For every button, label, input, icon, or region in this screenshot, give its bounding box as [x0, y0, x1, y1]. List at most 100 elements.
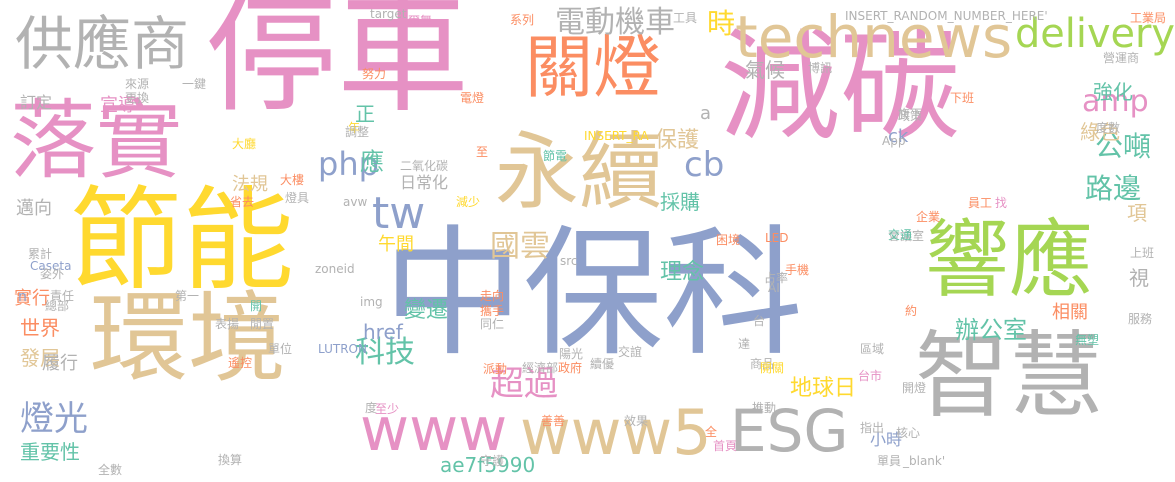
word: 姿外: [40, 267, 65, 281]
word: 企業: [916, 210, 941, 224]
word: 善善: [541, 414, 566, 428]
word: 陽光: [559, 347, 584, 361]
word: 綠色: [1080, 120, 1120, 144]
word: 努力: [362, 67, 387, 81]
word: technews: [735, 3, 1013, 71]
word: 大廳: [232, 137, 257, 151]
word: 發展: [20, 346, 60, 370]
word: 開: [250, 299, 263, 313]
word: 達: [738, 337, 751, 351]
word: 同仁: [480, 317, 505, 331]
word: INSERT_RA: [584, 129, 649, 143]
word: 服務: [1128, 312, 1153, 326]
word: 困境: [716, 233, 741, 247]
word: 正: [355, 102, 375, 126]
word: cb: [684, 145, 725, 185]
word: 交通: [888, 228, 913, 242]
word: 履行: [42, 353, 78, 374]
word: 國雲: [490, 229, 550, 264]
word: 更換: [125, 91, 150, 105]
word: 強化: [1093, 80, 1133, 104]
word: 工業局: [1130, 11, 1167, 25]
word: 無塑: [1075, 333, 1100, 347]
word: 占率: [764, 271, 789, 285]
word: amp: [1082, 84, 1149, 119]
word: 年: [348, 121, 361, 135]
word: 首頁: [713, 439, 738, 453]
word: 停車: [205, 0, 469, 131]
word: 旗下: [898, 107, 923, 121]
word: 保護: [655, 128, 700, 153]
word: ck: [888, 126, 909, 147]
word: LUTRON: [318, 342, 367, 356]
word: 度: [365, 401, 378, 415]
word: 手機: [785, 263, 810, 277]
word: src: [560, 254, 578, 268]
word: 表揚: [215, 317, 240, 331]
word: 區域: [860, 342, 885, 356]
word: 開燈: [902, 381, 927, 395]
word: 營運商: [1103, 51, 1140, 65]
word: href: [363, 320, 403, 344]
word: 閒置: [250, 317, 275, 331]
word: 一鍵: [182, 77, 207, 91]
word: 單員: [877, 454, 902, 468]
word: 世界: [20, 316, 60, 340]
word: 下班: [950, 91, 975, 105]
word: 關燈: [525, 29, 662, 108]
word: 交誼: [618, 345, 643, 359]
word: 響應: [925, 211, 1094, 309]
word: php: [318, 145, 379, 183]
word: 法規: [232, 174, 268, 195]
word: 總部: [45, 299, 70, 313]
word: 項: [1127, 201, 1147, 225]
word: 燈光: [20, 399, 88, 439]
word: 走向: [480, 289, 505, 303]
word: avw: [343, 195, 368, 209]
word: www: [360, 395, 508, 465]
word: 度數: [1096, 121, 1121, 135]
word: 工具: [673, 11, 698, 25]
word: 採購: [660, 190, 700, 214]
word: 省去: [230, 195, 255, 209]
word: 電動機車: [555, 5, 675, 40]
word: Caseta: [30, 259, 72, 273]
word: 時: [707, 7, 736, 40]
word: 爾舞: [408, 14, 433, 28]
word: 氣候: [745, 58, 785, 82]
word: 相關: [1052, 302, 1088, 323]
word: 理念: [660, 260, 705, 285]
word: 換算: [218, 453, 243, 467]
word: 永續: [495, 123, 664, 221]
word: _blank': [903, 454, 946, 468]
word: 政府: [558, 361, 583, 375]
word: target: [370, 7, 407, 21]
word: www5: [520, 396, 712, 469]
word: 大樓: [280, 173, 305, 187]
word: tw: [372, 188, 426, 239]
word: 找: [995, 196, 1008, 210]
word: 核心: [896, 426, 921, 440]
word: 視: [1129, 266, 1149, 290]
word: delivery: [1015, 11, 1175, 57]
word: 開關: [760, 361, 785, 375]
word: 博訊: [808, 61, 833, 75]
word: INSERT_RANDOM_NUMBER_HERE': [845, 9, 1048, 23]
word: 電燈: [460, 91, 485, 105]
word: 辦公室: [955, 316, 1027, 344]
word: 路邊: [1085, 172, 1142, 205]
word: 減碳: [720, 18, 960, 157]
word: 智慧: [915, 322, 1104, 431]
word: 節能: [70, 176, 294, 306]
word: 經濟部: [522, 361, 559, 375]
word: zoneid: [315, 262, 355, 276]
word: 落實: [10, 91, 182, 191]
word: AI: [768, 281, 780, 295]
word: 政策: [898, 109, 923, 123]
word: 調整: [345, 125, 370, 139]
word: 邁向: [16, 198, 52, 219]
word: 應: [360, 148, 384, 176]
word: App: [882, 134, 906, 148]
word: 午間: [378, 234, 414, 255]
